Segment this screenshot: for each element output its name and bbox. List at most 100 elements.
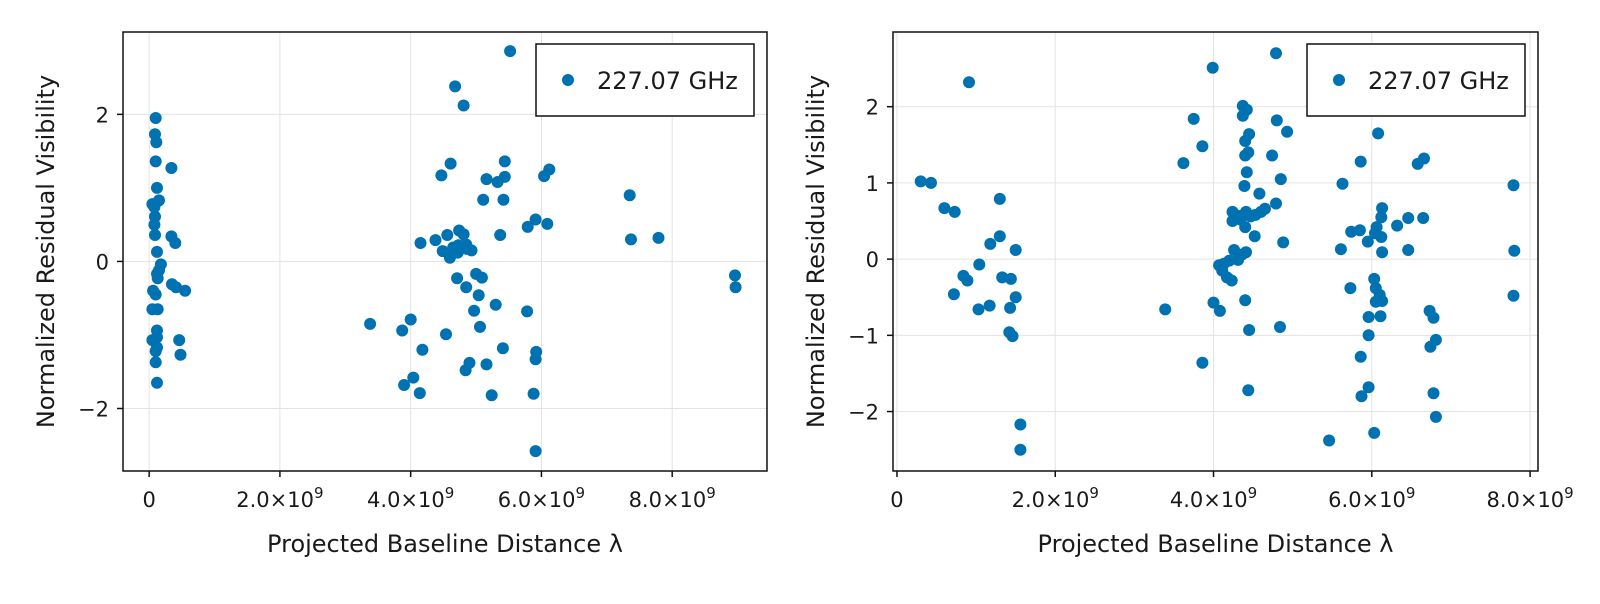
data-point <box>150 136 163 149</box>
data-point <box>151 376 163 389</box>
data-point <box>984 237 997 250</box>
data-point <box>1243 128 1256 141</box>
data-point <box>151 181 163 194</box>
data-point <box>1369 295 1382 308</box>
data-point <box>521 220 534 233</box>
data-point <box>963 76 975 89</box>
data-point <box>441 229 454 241</box>
data-point <box>1508 244 1521 257</box>
data-point <box>416 343 429 356</box>
data-point <box>1259 202 1271 215</box>
data-point <box>1376 246 1389 259</box>
data-point <box>1429 410 1442 423</box>
data-point <box>1248 230 1261 243</box>
data-point <box>1004 301 1017 314</box>
data-point <box>623 189 636 202</box>
x-tick-mantissa: 4.0×10 <box>367 488 445 512</box>
data-point <box>914 175 927 188</box>
data-point <box>398 379 411 391</box>
data-point <box>151 245 163 258</box>
x-tick-label: 2.0×109 <box>236 484 323 512</box>
data-point <box>1206 61 1219 74</box>
data-point <box>1274 173 1287 186</box>
data-point <box>413 387 426 400</box>
data-point <box>148 201 161 213</box>
data-point <box>1362 311 1375 323</box>
x-axis-label: Projected Baseline Distance λ <box>1038 530 1394 558</box>
data-point <box>625 233 637 246</box>
data-point <box>151 272 164 285</box>
data-point <box>527 387 540 400</box>
data-point <box>496 342 509 355</box>
data-point <box>529 213 542 226</box>
y-tick-label: −1 <box>848 324 879 348</box>
data-point <box>1213 304 1226 317</box>
y-tick-label: −2 <box>848 401 879 425</box>
data-point <box>1009 244 1022 256</box>
data-point <box>529 445 542 458</box>
data-point <box>1014 443 1027 456</box>
data-point <box>947 288 960 301</box>
y-tick-label: 1 <box>866 172 879 196</box>
data-point <box>1391 219 1404 232</box>
data-point <box>1336 177 1349 190</box>
data-point <box>149 155 162 168</box>
data-point <box>1355 390 1368 403</box>
data-point <box>1223 254 1236 267</box>
data-point <box>151 303 164 316</box>
data-point <box>948 205 961 218</box>
data-point <box>729 281 742 294</box>
data-point <box>961 274 974 287</box>
data-point <box>1006 330 1019 343</box>
data-point <box>504 45 517 58</box>
data-point <box>1281 125 1294 138</box>
x-tick-label: 4.0×109 <box>367 484 454 512</box>
data-point <box>485 389 498 402</box>
legend-marker <box>562 74 574 86</box>
data-point <box>1323 434 1336 447</box>
data-point <box>1353 224 1366 237</box>
data-point <box>474 320 486 333</box>
data-point <box>1274 321 1286 333</box>
data-point <box>1207 296 1220 309</box>
x-tick-exponent: 9 <box>1089 484 1099 502</box>
data-point <box>529 353 542 366</box>
data-point <box>1242 384 1255 397</box>
plot-frame <box>892 31 1539 472</box>
x-tick-label: 6.0×109 <box>498 484 585 512</box>
data-point <box>1242 146 1255 159</box>
data-point <box>1427 311 1440 324</box>
y-tick-label: −2 <box>78 397 109 421</box>
data-point <box>404 313 417 326</box>
data-point <box>1376 202 1389 215</box>
x-tick-exponent: 9 <box>314 484 324 502</box>
data-point <box>925 176 937 189</box>
data-point <box>1014 418 1027 431</box>
data-point <box>1354 155 1367 168</box>
x-tick-mantissa: 0 <box>142 488 155 512</box>
data-point <box>1225 274 1238 287</box>
data-point <box>498 170 511 183</box>
y-axis-label: Normalized Residual Visibility <box>802 75 830 428</box>
data-point <box>973 258 986 271</box>
data-point <box>1362 381 1375 394</box>
data-point <box>521 305 534 318</box>
data-point <box>1361 235 1374 248</box>
data-point <box>1266 149 1279 162</box>
data-point <box>472 289 485 302</box>
chart-panel-2: 0 2.0×109 4.0×109 6.0×109 8.0×109−2−1012Proj… <box>802 31 1574 558</box>
data-point <box>169 237 182 249</box>
x-tick-exponent: 9 <box>706 484 716 502</box>
data-point <box>1177 157 1190 170</box>
legend: 227.07 GHz <box>1306 43 1526 117</box>
data-point <box>497 193 510 206</box>
x-tick-label: 0 <box>142 488 155 512</box>
data-point <box>1427 387 1440 400</box>
x-tick-mantissa: 2.0×10 <box>236 488 314 512</box>
data-point <box>498 155 511 168</box>
x-tick-exponent: 9 <box>445 484 455 502</box>
data-point <box>1009 291 1022 304</box>
x-tick-mantissa: 2.0×10 <box>1012 488 1090 512</box>
data-point <box>1334 243 1347 256</box>
x-tick-label: 4.0×109 <box>1170 484 1257 512</box>
